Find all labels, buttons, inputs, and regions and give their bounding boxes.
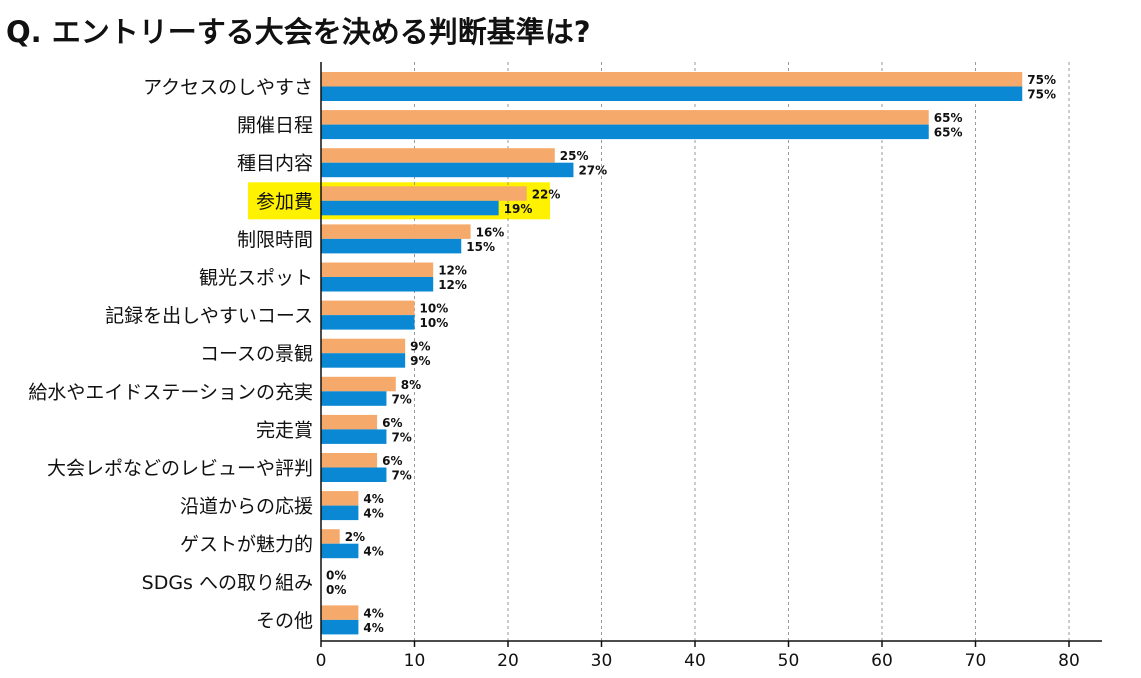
bar-series-orange-4 [321,224,471,239]
bar-series-blue-3 [321,200,499,216]
bar-series-orange-5 [321,262,434,277]
bar-series-orange-11 [321,491,359,506]
x-tick-label-80: 80 [1058,651,1080,671]
bar-series-orange-8 [321,376,396,392]
x-tick-label-10: 10 [404,651,426,671]
value-label-series-orange-0: 75% [1027,73,1056,87]
value-label-series-orange-12: 2% [345,530,365,544]
bar-series-blue-2 [321,162,574,178]
category-label-13: SDGs への取り組み [142,572,313,594]
value-label-series-orange-4: 16% [476,225,505,239]
bar-series-blue-1 [321,124,929,140]
category-label-11: 沿道からの応援 [180,496,313,518]
value-label-series-blue-0: 75% [1027,88,1056,102]
value-label-series-orange-13: 0% [326,568,346,582]
bar-series-blue-0 [321,86,1023,101]
bar-series-blue-5 [321,277,434,292]
bar-series-orange-7 [321,338,406,354]
value-label-series-orange-7: 9% [410,340,430,354]
bar-series-blue-7 [321,353,406,368]
bar-series-orange-12 [321,529,340,544]
value-label-series-blue-4: 15% [466,240,495,254]
bar-series-blue-11 [321,505,359,521]
category-label-4: 制限時間 [237,229,313,251]
value-label-series-blue-1: 65% [934,126,963,140]
x-tick-label-60: 60 [871,651,893,671]
x-tick-labels: 0102030405060708090% [316,651,1080,671]
category-label-1: 開催日程 [237,115,313,137]
value-label-series-blue-3: 19% [504,202,533,216]
value-label-series-orange-14: 4% [363,606,383,620]
x-tick-label-20: 20 [497,651,519,671]
value-label-series-orange-8: 8% [401,378,421,392]
value-label-series-orange-11: 4% [363,492,383,506]
category-label-14: その他 [256,610,313,632]
bar-series-blue-14 [321,619,359,635]
axes [320,62,1102,647]
value-label-series-blue-8: 7% [391,392,411,406]
value-label-series-blue-10: 7% [391,469,411,483]
value-label-series-blue-11: 4% [363,507,383,521]
value-label-series-orange-5: 12% [438,264,467,278]
bar-series-orange-6 [321,300,415,316]
x-tick-label-0: 0 [316,651,327,671]
bar-series-blue-9 [321,429,387,444]
category-label-2: 種目内容 [237,153,313,175]
bar-series-blue-6 [321,315,415,330]
bar-series-orange-1 [321,110,929,125]
value-label-series-orange-2: 25% [560,149,589,163]
bar-series-orange-0 [321,72,1023,87]
value-label-series-blue-12: 4% [363,545,383,559]
bar-series-orange-10 [321,453,378,468]
bar-series-orange-2 [321,148,555,163]
category-label-9: 完走賞 [256,419,313,441]
value-label-series-blue-2: 27% [578,164,607,178]
value-label-series-orange-3: 22% [532,187,561,201]
bar-series-blue-10 [321,467,387,482]
category-labels: アクセスのしやすさ開催日程種目内容参加費制限時間観光スポット記録を出しやすいコー… [28,77,313,632]
category-label-6: 記録を出しやすいコース [105,305,313,327]
category-label-5: 観光スポット [199,267,313,289]
category-label-3: 参加費 [256,191,313,213]
x-tick-label-50: 50 [778,651,800,671]
bar-series-blue-8 [321,391,387,406]
bar-series-blue-12 [321,543,359,559]
value-label-series-blue-6: 10% [420,316,449,330]
value-label-series-orange-1: 65% [934,111,963,125]
x-tick-label-30: 30 [591,651,613,671]
category-label-0: アクセスのしやすさ [143,77,313,99]
bar-series-blue-4 [321,238,462,254]
value-label-series-blue-9: 7% [391,430,411,444]
value-label-series-blue-7: 9% [410,354,430,368]
value-label-series-orange-9: 6% [382,416,402,430]
value-label-series-blue-14: 4% [363,621,383,635]
x-tick-label-40: 40 [684,651,706,671]
bar-series-orange-9 [321,414,378,430]
category-label-8: 給水やエイドステーションの充実 [28,381,313,403]
value-label-series-orange-6: 10% [420,302,449,316]
chart-title: Q. エントリーする大会を決める判断基準は? [6,15,591,49]
bar-series-orange-14 [321,605,359,620]
value-label-series-blue-5: 12% [438,278,467,292]
bars [321,72,1023,635]
category-label-7: コースの景観 [200,343,313,365]
bar-series-orange-3 [321,186,527,201]
category-label-12: ゲストが魅力的 [180,534,313,556]
value-label-series-orange-10: 6% [382,454,402,468]
value-label-series-blue-13: 0% [326,583,346,597]
category-label-10: 大会レポなどのレビューや評判 [47,458,313,480]
value-labels: 75%75% 65%65% 25%27% 22%19% 16%15% 12%12% 10%1… [326,73,1056,635]
x-tick-label-70: 70 [965,651,987,671]
